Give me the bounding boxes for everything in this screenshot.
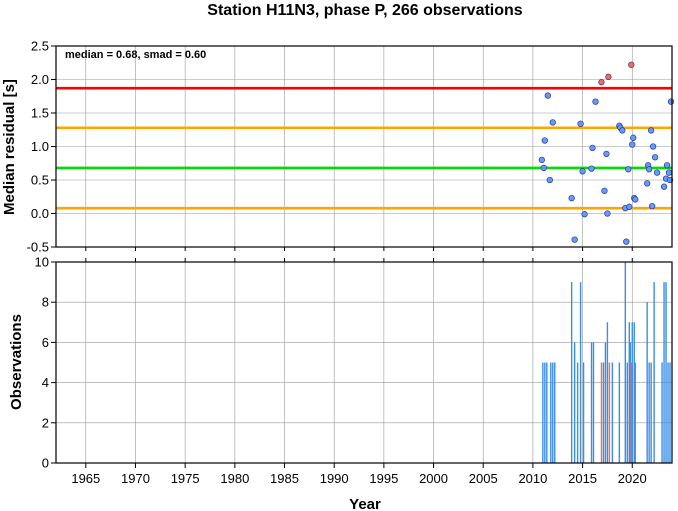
top-y-ticks: -0.5 0.0 0.5 1.0 1.5 2.0 2.5 [27,39,56,255]
data-point [665,169,673,176]
bottom-y-axis-label: Observations [8,314,25,410]
data-point [546,176,553,184]
x-tick-label: 1970 [121,471,150,486]
x-tick-label: 2020 [618,471,647,486]
bottom-y-ticks: 0 2 4 6 8 10 [35,255,56,471]
data-point [581,211,588,218]
median-annotation: median = 0.68, smad = 0.60 [65,49,206,61]
data-point [589,144,596,151]
data-point [588,165,595,172]
data-point [626,203,633,210]
data-point [667,98,675,105]
data-point [540,164,547,172]
data-point [630,134,637,141]
data-point [623,238,630,245]
data-point [577,120,584,127]
data-point [651,154,659,161]
data-point [541,137,548,144]
data-point [603,150,610,158]
x-tick-label: 1980 [220,471,249,486]
bottom-y-tick-label: 2 [42,415,49,430]
scatter-points [538,61,675,245]
x-tick-label: 2010 [518,471,547,486]
x-tick-label: 1975 [171,471,200,486]
data-point [647,127,655,134]
data-point [605,73,612,80]
data-point [544,92,551,99]
data-point [619,127,626,134]
data-point [648,202,656,210]
bottom-panel: 0 2 4 6 8 10 1965 1970 1975 1980 1985 1990 1995 2000… [8,247,673,511]
data-point [579,168,586,175]
data-point [660,183,668,190]
x-tick-label: 1965 [71,471,100,486]
bottom-y-tick-label: 0 [42,456,49,471]
data-point [549,119,556,126]
data-point [644,180,651,187]
top-y-tick-label: 1.5 [31,106,49,121]
x-ticks: 1965 1970 1975 1980 1985 1990 1995 2000 2005 2010… [71,247,647,486]
data-point [628,61,635,68]
data-point [629,141,636,148]
bottom-y-tick-label: 4 [42,375,49,390]
bottom-y-tick-label: 6 [42,335,49,350]
data-point [653,169,661,176]
bottom-panel-frame [55,261,673,464]
top-y-tick-label: 2.5 [31,39,49,54]
data-point [601,187,608,194]
x-tick-label: 1990 [320,471,349,486]
data-point [538,156,545,164]
x-axis-label: Year [349,496,381,511]
top-y-tick-label: 2.0 [31,72,49,87]
data-point [625,166,632,173]
top-y-tick-label: -0.5 [27,240,49,255]
top-y-tick-label: 1.0 [31,139,49,154]
x-tick-label: 1985 [270,471,299,486]
data-point [598,79,605,86]
data-point [592,98,599,105]
data-point [604,210,611,217]
data-point [649,143,657,150]
bottom-y-tick-label: 10 [35,255,49,270]
top-y-tick-label: 0.0 [31,206,49,221]
data-point [645,166,653,173]
data-point [568,194,575,202]
x-tick-label: 2000 [419,471,448,486]
x-tick-label: 2005 [469,471,498,486]
x-tick-label: 2015 [568,471,597,486]
top-y-tick-label: 0.5 [31,173,49,188]
reference-lines [56,86,672,210]
x-tick-label: 1995 [369,471,398,486]
top-y-axis-label: Median residual [s] [1,79,18,215]
data-point [663,162,671,169]
observation-bars [542,262,671,463]
data-point [632,196,639,203]
chart-title: Station H11N3, phase P, 266 observations [207,2,522,19]
bottom-y-tick-label: 8 [42,295,49,310]
data-point [571,236,578,243]
bottom-panel-background [56,262,672,463]
top-panel: -0.5 0.0 0.5 1.0 1.5 2.0 2.5 median = 0.68, sm… [1,39,675,255]
